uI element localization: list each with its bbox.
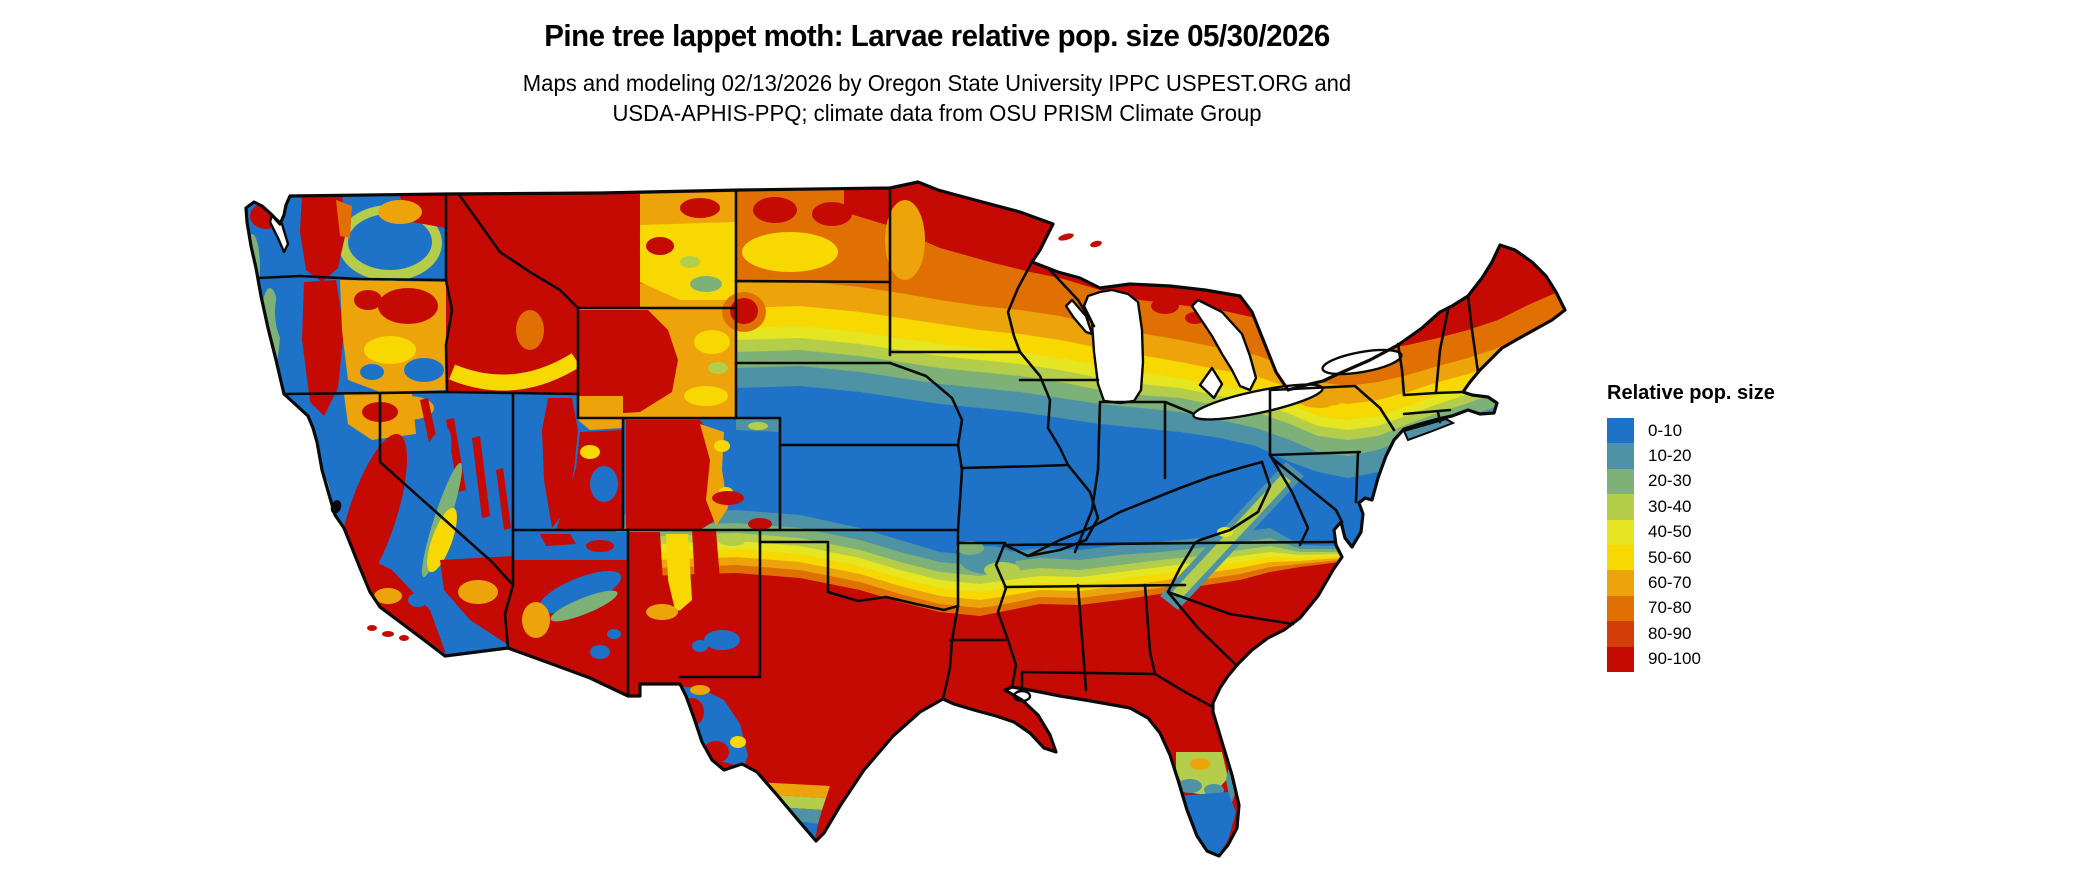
legend-item: 0-10 <box>1607 418 1775 444</box>
legend-title: Relative pop. size <box>1607 382 1775 404</box>
legend-swatch <box>1607 494 1634 520</box>
legend-swatch <box>1607 621 1634 647</box>
legend-item: 60-70 <box>1607 570 1775 596</box>
saginaw-bay <box>1198 366 1224 400</box>
legend-items: 0-10 10-20 20-30 30-40 40-50 50-60 60-70 70-80 8… <box>1607 418 1775 672</box>
green-bay <box>1064 298 1094 336</box>
legend-swatch <box>1607 418 1634 444</box>
legend-label: 50-60 <box>1648 547 1692 567</box>
legend-label: 20-30 <box>1648 471 1692 491</box>
legend-swatch <box>1607 468 1634 495</box>
legend-swatch <box>1607 544 1634 571</box>
puget-sound <box>268 213 290 254</box>
legend-item: 40-50 <box>1607 519 1775 545</box>
legend-swatch <box>1607 570 1634 596</box>
subtitle-line-2: USDA-APHIS-PPQ; climate data from OSU PR… <box>612 100 1262 126</box>
lake-huron <box>1190 298 1258 392</box>
legend-label: 10-20 <box>1648 446 1692 466</box>
state-borders <box>256 186 1480 709</box>
legend-item: 20-30 <box>1607 468 1775 495</box>
legend-swatch <box>1607 519 1634 545</box>
subtitle-line-1: Maps and modeling 02/13/2026 by Oregon S… <box>522 70 1352 96</box>
legend-item: 80-90 <box>1607 621 1775 647</box>
great-lakes <box>268 213 1403 703</box>
legend-label: 60-70 <box>1648 573 1692 593</box>
legend-item: 90-100 <box>1607 646 1775 672</box>
legend-swatch <box>1607 646 1634 672</box>
legend-swatch <box>1607 443 1634 469</box>
legend: Relative pop. size 0-10 10-20 20-30 30-40 40… <box>1607 382 1775 672</box>
legend-item: 50-60 <box>1607 544 1775 571</box>
legend-item: 30-40 <box>1607 494 1775 520</box>
subtitle: Maps and modeling 02/13/2026 by Oregon S… <box>361 68 1513 128</box>
header: Pine tree lappet moth: Larvae relative p… <box>337 0 1537 128</box>
legend-item: 70-80 <box>1607 595 1775 622</box>
legend-label: 30-40 <box>1648 496 1692 516</box>
legend-label: 80-90 <box>1648 623 1692 643</box>
legend-label: 70-80 <box>1648 598 1692 618</box>
legend-label: 90-100 <box>1648 649 1701 669</box>
legend-swatch <box>1607 595 1634 622</box>
legend-label: 40-50 <box>1648 522 1692 542</box>
legend-item: 10-20 <box>1607 443 1775 469</box>
page-title: Pine tree lappet moth: Larvae relative p… <box>544 18 1330 53</box>
offshore-islands <box>367 233 1102 641</box>
legend-label: 0-10 <box>1648 420 1683 440</box>
